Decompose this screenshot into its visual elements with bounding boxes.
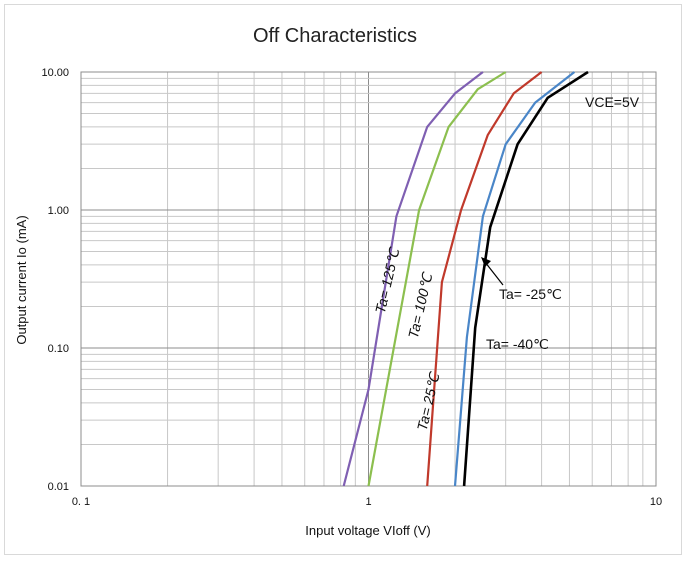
- y-tick-label: 1.00: [48, 205, 69, 217]
- series-line: [453, 71, 576, 487]
- series-line: [342, 71, 484, 487]
- condition-label: VCE=5V: [585, 94, 640, 110]
- y-axis-label: Output current Io (mA): [14, 215, 29, 344]
- y-tick-label: 10.00: [41, 67, 69, 79]
- y-tick-label: 0.01: [48, 481, 69, 493]
- x-tick-label: 1: [365, 496, 371, 508]
- series-line: [462, 70, 589, 487]
- x-axis-label: Input voltage VIoff (V): [305, 523, 431, 538]
- series-annotation: Ta= 100℃: [405, 270, 436, 340]
- tick-labels: 0. 1 1 10 0.01 0.10 1.00 10.00: [41, 67, 662, 508]
- series-annotation: Ta= 125℃: [372, 245, 403, 315]
- annotation-arrow: [484, 261, 504, 286]
- series-line: [367, 71, 507, 487]
- series-layer: [342, 70, 589, 487]
- x-tick-label: 10: [650, 496, 662, 508]
- series-line: [426, 71, 543, 487]
- chart-title: Off Characteristics: [253, 25, 417, 47]
- series-annotation: Ta= -40℃: [486, 336, 549, 352]
- x-tick-label: 0. 1: [72, 496, 90, 508]
- annotation-arrowhead: [481, 257, 491, 267]
- grid: [80, 72, 656, 487]
- y-tick-label: 0.10: [48, 343, 69, 355]
- series-annotation: Ta= -25℃: [499, 286, 562, 302]
